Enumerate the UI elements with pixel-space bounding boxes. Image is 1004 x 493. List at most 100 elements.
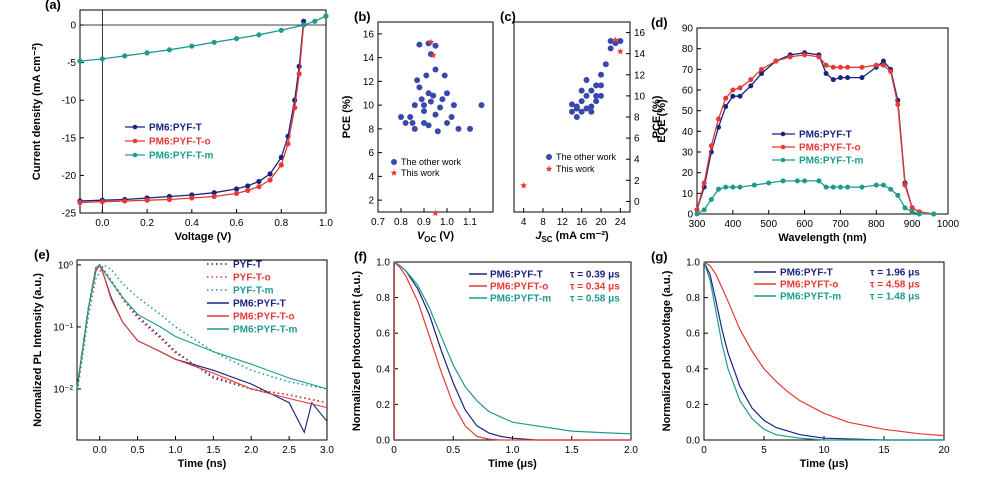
- eqe-marker: [845, 75, 851, 81]
- eqe-marker: [751, 182, 757, 188]
- y-tick-label: 0.4: [376, 364, 390, 375]
- eqe-marker: [823, 184, 829, 190]
- x-tick-label: 0: [701, 445, 707, 456]
- jv-marker: [166, 196, 173, 203]
- panel-g: (g) 0 5 10 15 20 0.0 0.2 0.4 0.6 0.8 1.0 Time (μs) No…: [651, 249, 950, 470]
- legend-label: PM6:PYF-T-m: [149, 151, 214, 162]
- scatter-point-other: [427, 98, 434, 105]
- panel-label: (a): [45, 0, 61, 12]
- eqe-marker: [816, 54, 822, 60]
- y-tick-label: 14: [634, 49, 646, 60]
- legend-label: PM6:PYF-T-o: [149, 137, 211, 148]
- eqe-marker: [823, 62, 829, 68]
- jv-marker: [166, 47, 173, 53]
- x-tick-label: 0.0: [95, 218, 109, 229]
- scatter-point-other: [593, 82, 600, 89]
- y-tick-label: 16: [634, 28, 646, 39]
- jv-marker: [233, 190, 240, 197]
- scatter-point-other: [588, 103, 595, 110]
- y-tick-label: 40: [682, 127, 694, 138]
- y-tick-label: 0.4: [686, 364, 700, 375]
- panel-label: (c): [500, 9, 516, 24]
- y-tick-label: 0.8: [686, 293, 700, 304]
- x-tick-label: 2.0: [244, 445, 258, 456]
- panel-d: (d) 300 400 500 600 700 800 900 1000 0 10 20 30 40 50 6…: [651, 15, 960, 244]
- panel-e: (e) 0.0 0.5 1.0 1.5 2.0 2.5 3.0 10⁻² 10⁻¹ 10⁰ Time …: [32, 247, 334, 470]
- plot-frame: [696, 27, 949, 215]
- eqe-marker: [708, 197, 714, 203]
- x-tick-label: 900: [904, 219, 921, 230]
- eqe-marker: [859, 64, 865, 70]
- x-tick-label: 0.7: [371, 217, 385, 228]
- legend-label: PYF-T-m: [233, 286, 274, 297]
- y-tick-label: -10: [62, 96, 77, 107]
- jv-marker: [77, 199, 83, 206]
- eqe-marker: [916, 211, 922, 217]
- scatter-point-other: [583, 105, 590, 112]
- eqe-marker: [716, 186, 722, 192]
- photovoltage-curve: [703, 261, 944, 441]
- y-axis-label: PCE (%): [651, 95, 663, 138]
- legend-label: PM6:PYF-T-o: [799, 143, 861, 154]
- legend-marker: [390, 169, 398, 176]
- eqe-marker: [766, 180, 772, 186]
- y-axis-label: Normalized photovoltage (a.u.): [661, 270, 673, 431]
- legend-label: PM6:PYFT-o: [490, 282, 548, 293]
- x-tick-label: 300: [689, 219, 706, 230]
- scatter-point-other: [425, 122, 432, 129]
- jv-marker: [323, 13, 329, 19]
- eqe-marker: [909, 205, 915, 211]
- eqe-marker: [723, 104, 729, 110]
- y-axis-label: Normalized PL Intensity (a.u.): [32, 273, 44, 427]
- scatter-point-other: [573, 114, 580, 120]
- eqe-marker: [701, 207, 707, 213]
- eqe-marker: [708, 143, 714, 149]
- scatter-point-other: [598, 82, 604, 89]
- x-axis-label: JSC (mA cm⁻²): [535, 230, 609, 244]
- scatter-point-other: [588, 87, 595, 94]
- eqe-marker: [837, 64, 843, 70]
- eqe-marker: [748, 83, 754, 89]
- y-tick-label: 0.6: [686, 329, 700, 340]
- eqe-marker: [902, 182, 908, 188]
- y-tick-label: 12: [634, 70, 646, 81]
- scatter-point-other: [434, 128, 441, 135]
- y-tick-label: 60: [682, 86, 694, 97]
- tau-label: τ = 4.58 μs: [870, 280, 920, 291]
- y-tick-label: 14: [363, 53, 375, 64]
- eqe-marker: [880, 58, 886, 64]
- jv-marker: [312, 18, 318, 24]
- scatter-point-other: [421, 119, 427, 126]
- legend-label: PM6:PYFT-o: [780, 280, 838, 291]
- scatter-point-other: [617, 38, 624, 44]
- x-axis-label: Voltage (V): [175, 231, 232, 243]
- scatter-point-other: [444, 90, 450, 97]
- eqe-marker: [816, 178, 822, 184]
- eqe-marker: [773, 58, 779, 64]
- scatter-point-other: [432, 42, 439, 49]
- y-axis-label: Current density (mA cm⁻²): [31, 42, 43, 180]
- pl-decay-curve: [76, 263, 328, 409]
- panel-label: (f): [354, 249, 367, 264]
- eqe-marker: [737, 85, 743, 91]
- scatter-point-other: [578, 108, 585, 115]
- panel-label: (b): [354, 9, 371, 24]
- x-tick-label: 700: [832, 219, 849, 230]
- scatter-point-other: [423, 72, 430, 79]
- scatter-point-other: [455, 125, 462, 132]
- legend-marker: [780, 157, 786, 163]
- jv-marker: [211, 39, 217, 45]
- x-tick-label: 1.0: [319, 218, 333, 229]
- tau-label: τ = 0.39 μs: [570, 270, 620, 281]
- eqe-marker: [723, 95, 729, 101]
- y-tick-label: 12: [363, 77, 375, 88]
- jv-marker: [278, 27, 284, 33]
- x-tick-label: 20: [938, 445, 950, 456]
- jv-marker: [99, 199, 105, 205]
- legend-label: PM6:PYF-T: [780, 268, 833, 279]
- eqe-marker: [730, 93, 736, 99]
- jv-marker: [99, 56, 105, 62]
- eqe-marker: [859, 184, 865, 190]
- scatter-point-other: [578, 87, 585, 94]
- jv-marker: [278, 162, 284, 168]
